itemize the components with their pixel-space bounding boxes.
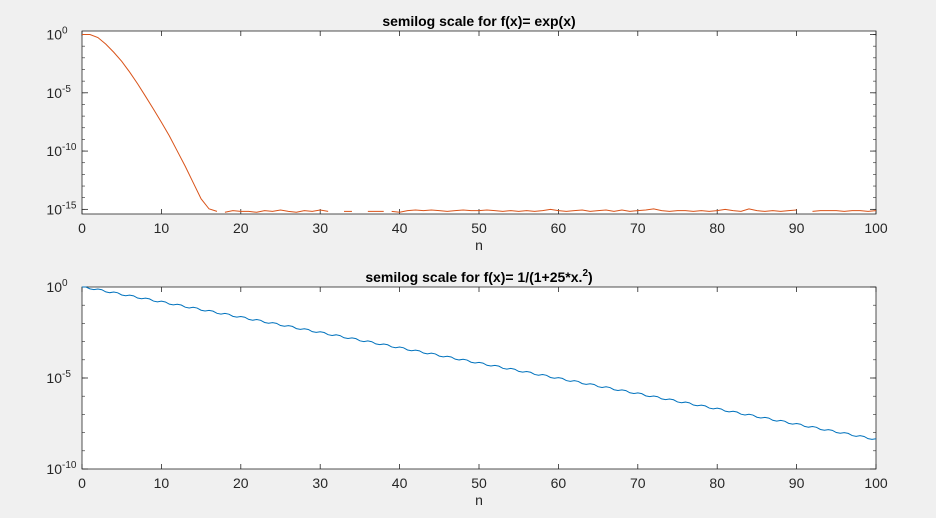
y-tick-exponent: -5 [62,369,71,380]
x-tick-label: 60 [551,220,567,236]
x-axis-label: n [475,492,483,508]
y-tick-base: 10 [46,461,62,477]
chart-title-suffix: ) [588,269,593,285]
x-tick-label: 50 [471,220,487,236]
chart-title-text: semilog scale for f(x)= 1/(1+25*x. [365,269,582,285]
y-tick-base: 10 [46,27,62,43]
x-tick-label: 60 [551,475,567,491]
y-tick-label: 10 [46,143,62,159]
y-tick-exponent: -10 [62,142,77,153]
x-tick-label: 10 [154,475,170,491]
x-tick-label: 20 [233,220,249,236]
y-tick-base: 10 [46,279,62,295]
x-tick-label: 20 [233,475,249,491]
y-tick-label: 10 [46,27,62,43]
chart-title-superscript: 2 [582,268,588,279]
x-tick-label: 70 [630,220,646,236]
x-tick-label: 40 [392,220,408,236]
y-tick-base: 10 [46,201,62,217]
x-tick-label: 40 [392,475,408,491]
x-tick-label: 100 [864,220,888,236]
series-line [82,286,877,440]
x-tick-label: 70 [630,475,646,491]
y-tick-label: 10 [46,370,62,386]
x-tick-label: 30 [312,220,328,236]
subplot-2: semilog scale for f(x)= 1/(1+25*x.2)0 10 2… [46,268,887,508]
y-tick-exponent: -15 [62,200,77,211]
subplot-1: semilog scale for f(x)= exp(x)0 10 20 30 40 5… [46,13,887,253]
x-tick-label: 80 [709,475,725,491]
series-line-segment [812,210,877,212]
y-tick-base: 10 [46,85,62,101]
y-tick-exponent: -10 [62,460,77,471]
chart-title: semilog scale for f(x)= exp(x) [382,13,575,29]
x-tick-label: 50 [471,475,487,491]
x-tick-label: 90 [789,475,805,491]
series-line-segment [224,209,329,213]
plot-area [81,286,877,470]
x-tick-label: 80 [709,220,725,236]
plot-area [81,30,877,215]
y-tick-base: 10 [46,370,62,386]
y-tick-exponent: -5 [62,84,71,95]
y-tick-label: 10 [46,201,62,217]
x-tick-label: 10 [154,220,170,236]
chart-title-text: semilog scale for f(x)= exp(x) [382,13,575,29]
x-tick-label: 0 [78,220,86,236]
y-tick-base: 10 [46,143,62,159]
y-tick-exponent: 0 [62,278,68,289]
x-tick-label: 0 [78,475,86,491]
x-tick-label: 100 [864,475,888,491]
x-tick-label: 90 [789,220,805,236]
x-axis-label: n [475,237,483,253]
chart-title: semilog scale for f(x)= 1/(1+25*x.2) [365,268,592,285]
y-tick-label: 10 [46,279,62,295]
y-tick-label: 10 [46,85,62,101]
y-tick-label: 10 [46,461,62,477]
x-tick-label: 30 [312,475,328,491]
series-line-segment [82,34,218,212]
series-line-segment [391,208,797,213]
y-tick-exponent: 0 [62,26,68,37]
